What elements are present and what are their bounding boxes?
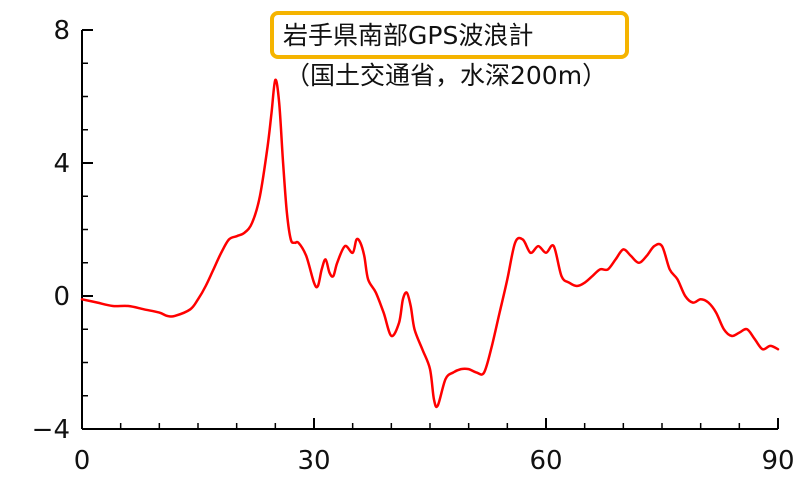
y-tick-label: 8 bbox=[53, 16, 70, 46]
x-tick-label: 90 bbox=[761, 446, 794, 476]
chart-title: 岩手県南部GPS波浪計 bbox=[283, 21, 533, 50]
chart-title-group: 岩手県南部GPS波浪計 （国土交通省，水深200m） bbox=[270, 11, 629, 90]
y-tick-label: −4 bbox=[32, 415, 70, 445]
x-tick-label: 60 bbox=[529, 446, 562, 476]
title-highlight-box bbox=[270, 11, 629, 59]
y-tick-label: 4 bbox=[53, 149, 70, 179]
x-tick-label: 0 bbox=[74, 446, 91, 476]
chart-subtitle: （国土交通省，水深200m） bbox=[285, 61, 607, 90]
series-line bbox=[80, 78, 780, 409]
x-tick-label: 30 bbox=[297, 446, 330, 476]
ticks bbox=[81, 29, 779, 430]
y-tick-label: 0 bbox=[53, 282, 70, 312]
